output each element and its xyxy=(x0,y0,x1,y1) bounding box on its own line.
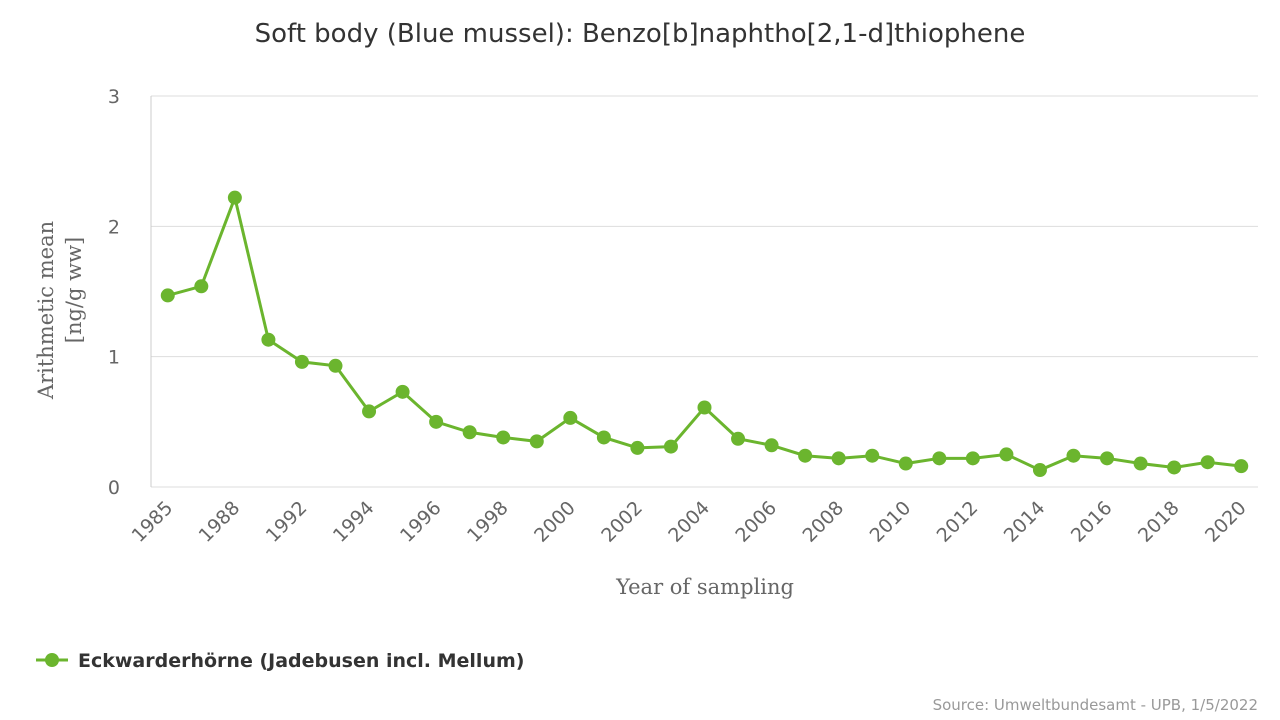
x-tick-label: 2020 xyxy=(1201,497,1251,547)
data-point xyxy=(663,439,678,454)
x-tick-label: 1994 xyxy=(329,497,379,547)
data-point xyxy=(496,430,511,445)
data-point xyxy=(999,447,1014,462)
y-axis-label: Arithmetic mean xyxy=(34,221,58,400)
x-axis-label: Year of sampling xyxy=(615,575,794,599)
y-axis-label: [ng/g ww] xyxy=(62,237,86,344)
x-tick-label: 1996 xyxy=(396,497,446,547)
x-tick-label: 1998 xyxy=(463,497,513,547)
data-point xyxy=(1066,448,1081,463)
source: Source: Umweltbundesamt - UPB, 1/5/2022 xyxy=(933,696,1258,714)
chart-title: Soft body (Blue mussel): Benzo[b]naphtho… xyxy=(255,19,1026,49)
data-point xyxy=(294,354,309,369)
data-point xyxy=(831,451,846,466)
x-tick-label: 2014 xyxy=(1000,497,1050,547)
data-point xyxy=(596,430,611,445)
data-point xyxy=(261,332,276,347)
data-point xyxy=(395,384,410,399)
series-line xyxy=(167,192,1242,472)
x-tick-label: 1992 xyxy=(262,497,312,547)
x-tick-label: 2002 xyxy=(597,497,647,547)
x-tick-label: 2000 xyxy=(530,497,580,547)
data-point xyxy=(630,440,645,455)
data-point xyxy=(328,358,343,373)
data-point xyxy=(529,434,544,449)
legend-symbol xyxy=(45,653,59,667)
x-tick-label: 2010 xyxy=(866,497,916,547)
x-tick-label: 1988 xyxy=(195,497,245,547)
x-tick-label: 2018 xyxy=(1134,497,1184,547)
x-tick-label: 2016 xyxy=(1067,497,1117,547)
data-point xyxy=(227,190,242,205)
x-tick-label: 2006 xyxy=(731,497,781,547)
data-point xyxy=(462,425,477,440)
data-point xyxy=(429,414,444,429)
x-tick-label: 1985 xyxy=(128,497,178,547)
data-point xyxy=(697,400,712,415)
legend-label: Eckwarderhörne (Jadebusen incl. Mellum) xyxy=(78,650,524,672)
data-point xyxy=(1200,455,1215,470)
data-point xyxy=(798,448,813,463)
data-point xyxy=(1100,451,1115,466)
data-point xyxy=(764,438,779,453)
y-tick-label: 3 xyxy=(108,86,120,108)
data-point xyxy=(194,279,209,294)
data-point xyxy=(362,404,377,419)
data-point xyxy=(898,456,913,471)
x-tick-label: 2008 xyxy=(798,497,848,547)
data-point xyxy=(1234,459,1249,474)
y-tick-label: 1 xyxy=(108,347,120,369)
x-tick-label: 2004 xyxy=(664,497,714,547)
data-point xyxy=(1167,460,1182,475)
data-point xyxy=(865,448,880,463)
data-point xyxy=(563,410,578,425)
x-tick-label: 2012 xyxy=(933,497,983,547)
y-tick-label: 2 xyxy=(108,216,120,238)
data-point xyxy=(965,451,980,466)
data-point xyxy=(932,451,947,466)
data-point xyxy=(731,431,746,446)
data-point xyxy=(1032,463,1047,478)
y-tick-label: 0 xyxy=(108,477,120,499)
data-point xyxy=(160,288,175,303)
data-point xyxy=(1133,456,1148,471)
